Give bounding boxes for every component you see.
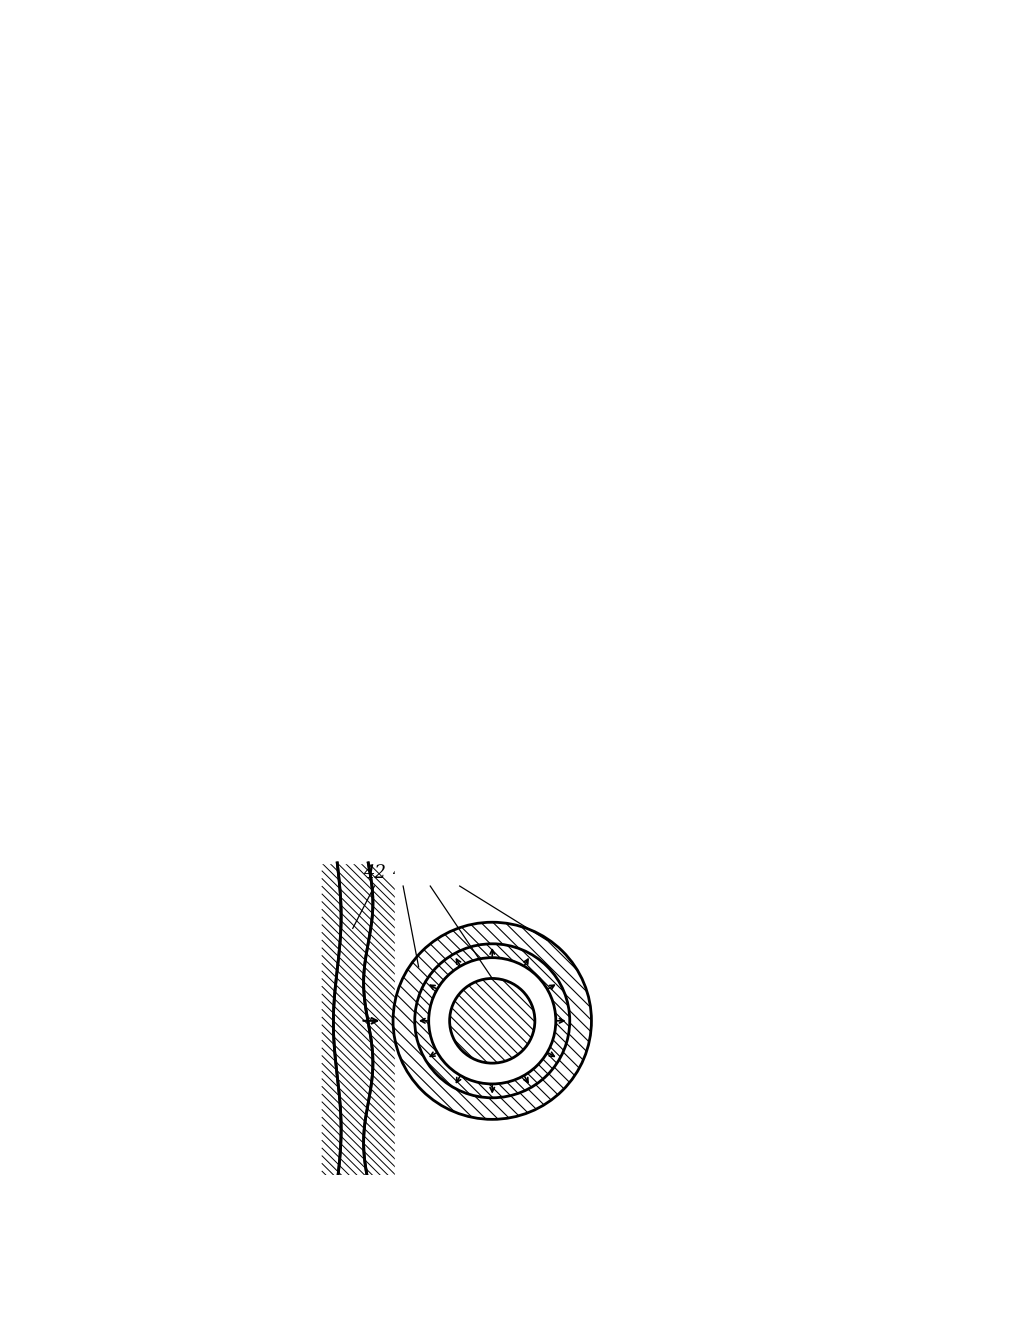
Text: 43: 43 <box>433 585 456 603</box>
Text: 41: 41 <box>345 292 368 310</box>
Circle shape <box>415 944 569 1098</box>
Text: FIG.6: FIG.6 <box>478 235 571 267</box>
Circle shape <box>429 958 556 1084</box>
Text: 41: 41 <box>501 585 524 603</box>
Text: 42: 42 <box>362 313 386 330</box>
Text: FIG.7B: FIG.7B <box>449 843 567 875</box>
Text: 9: 9 <box>425 865 436 882</box>
Text: Patent Application Publication: Patent Application Publication <box>191 194 454 207</box>
Bar <box>50 82 981 863</box>
Text: US 2013/0190660 A1: US 2013/0190660 A1 <box>728 194 907 207</box>
Circle shape <box>444 627 571 752</box>
Text: FIG.7A: FIG.7A <box>450 565 565 595</box>
Circle shape <box>430 612 586 767</box>
Text: 43: 43 <box>391 865 415 882</box>
Text: Jul. 25, 2013   Sheet 4 of 14: Jul. 25, 2013 Sheet 4 of 14 <box>335 194 572 207</box>
Text: 9: 9 <box>477 267 489 284</box>
Circle shape <box>409 591 607 788</box>
Text: 41: 41 <box>449 865 471 882</box>
Polygon shape <box>580 330 633 370</box>
Bar <box>50 1183 981 1320</box>
Text: 9: 9 <box>472 585 484 603</box>
Bar <box>395 809 1016 1237</box>
Circle shape <box>393 923 592 1119</box>
Text: 42: 42 <box>362 865 386 882</box>
Bar <box>50 809 243 1237</box>
